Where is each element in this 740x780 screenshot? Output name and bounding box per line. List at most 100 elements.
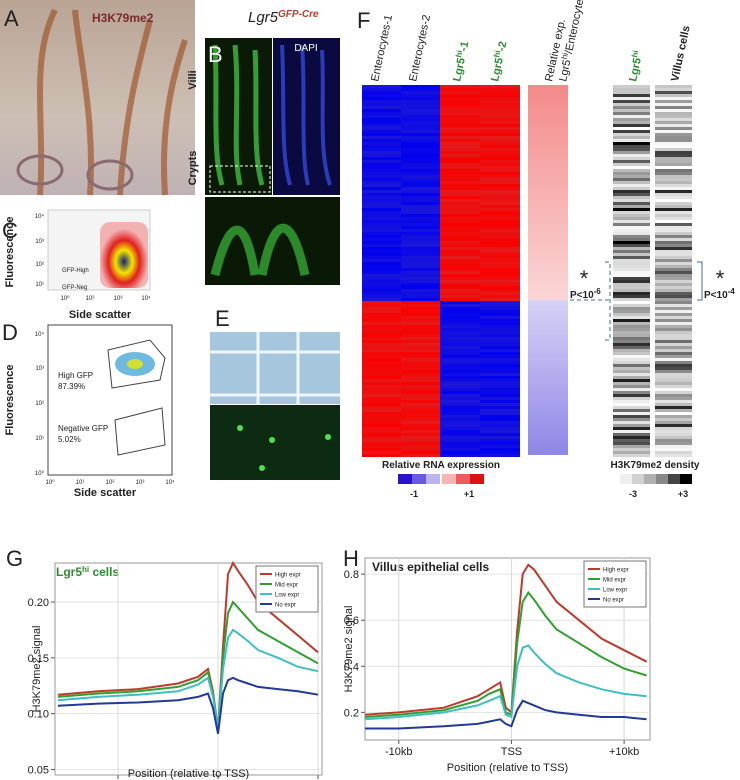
stain-label: H3K79me2 — [92, 11, 154, 25]
density-cell — [613, 133, 650, 136]
heatmap-cell — [480, 142, 520, 145]
density-cell — [655, 358, 692, 361]
density-cell — [613, 265, 650, 268]
legend-swatch — [680, 474, 692, 484]
density-cell — [613, 346, 650, 349]
heatmap-cell — [440, 265, 480, 268]
heatmap-cell — [401, 298, 440, 301]
heatmap-cell — [401, 262, 440, 265]
heatmap-cell — [480, 286, 520, 289]
heatmap-cell — [440, 430, 480, 433]
heatmap-cell — [480, 223, 520, 226]
facs-density — [100, 222, 148, 288]
heatmap-cell — [362, 220, 401, 223]
heatmap-cell — [401, 289, 440, 292]
heatmap-cell — [440, 136, 480, 139]
density-cell — [655, 232, 692, 235]
heatmap-cell — [440, 112, 480, 115]
heatmap-cell — [362, 349, 401, 352]
heatmap-cell — [440, 310, 480, 313]
y-tick-label: 10² — [35, 401, 44, 407]
heatmap-cell — [480, 145, 520, 148]
legend-swatch — [426, 474, 440, 484]
villus-stain — [37, 8, 188, 196]
heatmap-cell — [401, 271, 440, 274]
heatmap-cell — [440, 277, 480, 280]
density-cell — [655, 394, 692, 397]
heatmap-cell — [480, 181, 520, 184]
heatmap-cell — [440, 202, 480, 205]
heatmap-cell — [440, 133, 480, 136]
density-cell — [613, 184, 650, 187]
density-cell — [655, 328, 692, 331]
density-cell — [655, 292, 692, 295]
heatmap-cell — [480, 274, 520, 277]
heatmap-cell — [401, 241, 440, 244]
density-cell — [613, 172, 650, 175]
density-cell — [655, 115, 692, 118]
density-cell — [655, 304, 692, 307]
y-tick-label: 0.4 — [344, 661, 359, 673]
heatmap-cell — [480, 214, 520, 217]
heatmap-cell — [480, 127, 520, 130]
density-cell — [655, 130, 692, 133]
heatmap-cell — [362, 415, 401, 418]
series-line — [57, 676, 319, 734]
gate-label: High GFP — [58, 371, 93, 380]
heatmap-cell — [362, 439, 401, 442]
p-value: P<10-6 — [570, 287, 601, 301]
chart-title: Villus epithelial cells — [372, 560, 489, 574]
heatmap-cell — [401, 388, 440, 391]
legend-swatch — [668, 474, 680, 484]
cell — [259, 465, 265, 471]
density-cell — [655, 442, 692, 445]
heatmap-cell — [440, 100, 480, 103]
heatmap-cell — [401, 244, 440, 247]
density-cell — [655, 415, 692, 418]
heatmap-cell — [401, 409, 440, 412]
legend-swatch — [412, 474, 426, 484]
cell — [325, 434, 331, 440]
heatmap-cell — [401, 376, 440, 379]
heatmap-cell — [362, 313, 401, 316]
density-cell — [655, 286, 692, 289]
heatmap-cell — [440, 103, 480, 106]
density-cell — [613, 85, 650, 88]
density-cell — [655, 433, 692, 436]
heatmap-cell — [401, 340, 440, 343]
heatmap-cell — [440, 220, 480, 223]
heatmap-cell — [362, 370, 401, 373]
density-cell — [613, 385, 650, 388]
heatmap-cell — [362, 373, 401, 376]
heatmap-cell — [362, 430, 401, 433]
heatmap-cell — [440, 115, 480, 118]
density-cell — [613, 217, 650, 220]
density-cell — [655, 247, 692, 250]
title-sup: hi — [82, 565, 89, 574]
heatmap-cell — [362, 112, 401, 115]
heatmap-cell — [362, 442, 401, 445]
heatmap-cell — [362, 292, 401, 295]
heatmap-cell — [480, 406, 520, 409]
heatmap-cell — [401, 175, 440, 178]
heatmap-cell — [362, 106, 401, 109]
p-value: P<10-4 — [704, 287, 735, 301]
heatmap-cell — [362, 379, 401, 382]
density-cell — [655, 142, 692, 145]
heatmap-cell — [440, 94, 480, 97]
density-cell — [613, 307, 650, 310]
density-cell — [655, 277, 692, 280]
heatmap-cell — [362, 412, 401, 415]
heatmap-cell — [480, 133, 520, 136]
heatmap-cell — [362, 433, 401, 436]
heatmap-cell — [362, 448, 401, 451]
heatmap-cell — [480, 412, 520, 415]
heatmap-cell — [362, 337, 401, 340]
heatmap-cell — [401, 253, 440, 256]
column-label: Enterocytes-2 — [407, 14, 433, 83]
heatmap-cell — [401, 190, 440, 193]
density-cell — [613, 283, 650, 286]
heatmap-cell — [401, 172, 440, 175]
x-tick-label: 10¹ — [76, 480, 85, 486]
panel-letter: C — [2, 218, 18, 243]
